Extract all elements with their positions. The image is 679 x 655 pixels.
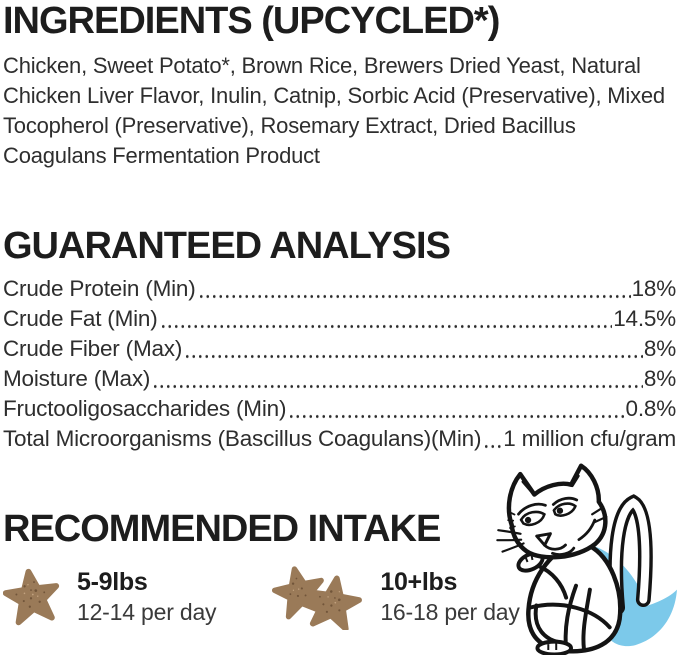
cat-with-cape-illustration [479, 459, 677, 655]
eyelashes [507, 511, 516, 529]
ga-row-value: 0.8% [625, 396, 677, 421]
ga-row-value: 8% [643, 366, 676, 391]
ingredients-text: Chicken, Sweet Potato*, Brown Rice, Brew… [3, 53, 665, 168]
guaranteed-analysis-table: Crude Protein (Min) 18% Crude Fat (Min) … [3, 274, 676, 454]
treat-star-single-icon [2, 568, 61, 626]
cat-eyes [507, 496, 579, 529]
cat-whiskers [496, 506, 608, 553]
table-row: Crude Fiber (Max) 8% [3, 334, 676, 364]
dotted-leader [183, 334, 643, 364]
intake-group-small-cat: 5-9lbs 12-14 per day [2, 567, 217, 627]
table-row: Fructooligosaccharides (Min) 0.8% [3, 394, 676, 424]
inner-ear-marks [521, 474, 580, 493]
table-row: Crude Fat (Min) 14.5% [3, 304, 676, 334]
guaranteed-analysis-section: GUARANTEED ANALYSIS Crude Protein (Min) … [3, 227, 676, 454]
table-row: Total Microorganisms (Bascillus Coagulan… [3, 424, 676, 454]
ingredients-heading: INGREDIENTS (UPCYCLED*) [3, 0, 500, 42]
ga-row-value: 18% [631, 276, 677, 301]
dotted-leader [151, 364, 643, 394]
intake-weight-label: 5-9lbs [77, 568, 148, 596]
ga-row-label: Crude Fat (Min) [3, 306, 158, 331]
ingredients-section: INGREDIENTS (UPCYCLED*) Chicken, Sweet P… [3, 2, 676, 171]
ga-row-label: Crude Fiber (Max) [3, 336, 183, 361]
intake-weight-label: 10+lbs [380, 568, 458, 596]
intake-groups: 5-9lbs 12-14 per day [2, 564, 676, 632]
ga-row-value: 14.5% [613, 306, 676, 331]
table-row: Moisture (Max) 8% [3, 364, 676, 394]
table-row: Crude Protein (Min) 18% [3, 274, 676, 304]
intake-text-block: 10+lbs 16-18 per day [380, 567, 520, 627]
intake-text-block: 5-9lbs 12-14 per day [77, 567, 217, 627]
dotted-leader [158, 304, 613, 334]
dotted-leader [482, 424, 503, 454]
guaranteed-analysis-heading: GUARANTEED ANALYSIS [3, 225, 451, 267]
ga-row-label: Total Microorganisms (Bascillus Coagulan… [3, 426, 482, 451]
cat-head [496, 463, 608, 560]
ga-row-value: 1 million cfu/gram [503, 426, 676, 451]
treat-star-double-icon [270, 564, 364, 632]
intake-group-large-cat: 10+lbs 16-18 per day [270, 564, 520, 632]
intake-amount-label: 12-14 per day [77, 599, 217, 625]
dotted-leader [196, 274, 631, 304]
ga-row-label: Crude Protein (Min) [3, 276, 196, 301]
ga-row-label: Fructooligosaccharides (Min) [3, 396, 287, 421]
intake-amount-label: 16-18 per day [380, 599, 520, 625]
ga-row-value: 8% [643, 336, 676, 361]
cat-tail [608, 494, 653, 615]
ga-row-label: Moisture (Max) [3, 366, 151, 391]
recommended-intake-section: RECOMMENDED INTAKE [2, 508, 676, 632]
recommended-intake-heading: RECOMMENDED INTAKE [3, 508, 441, 550]
dotted-leader [287, 394, 625, 424]
